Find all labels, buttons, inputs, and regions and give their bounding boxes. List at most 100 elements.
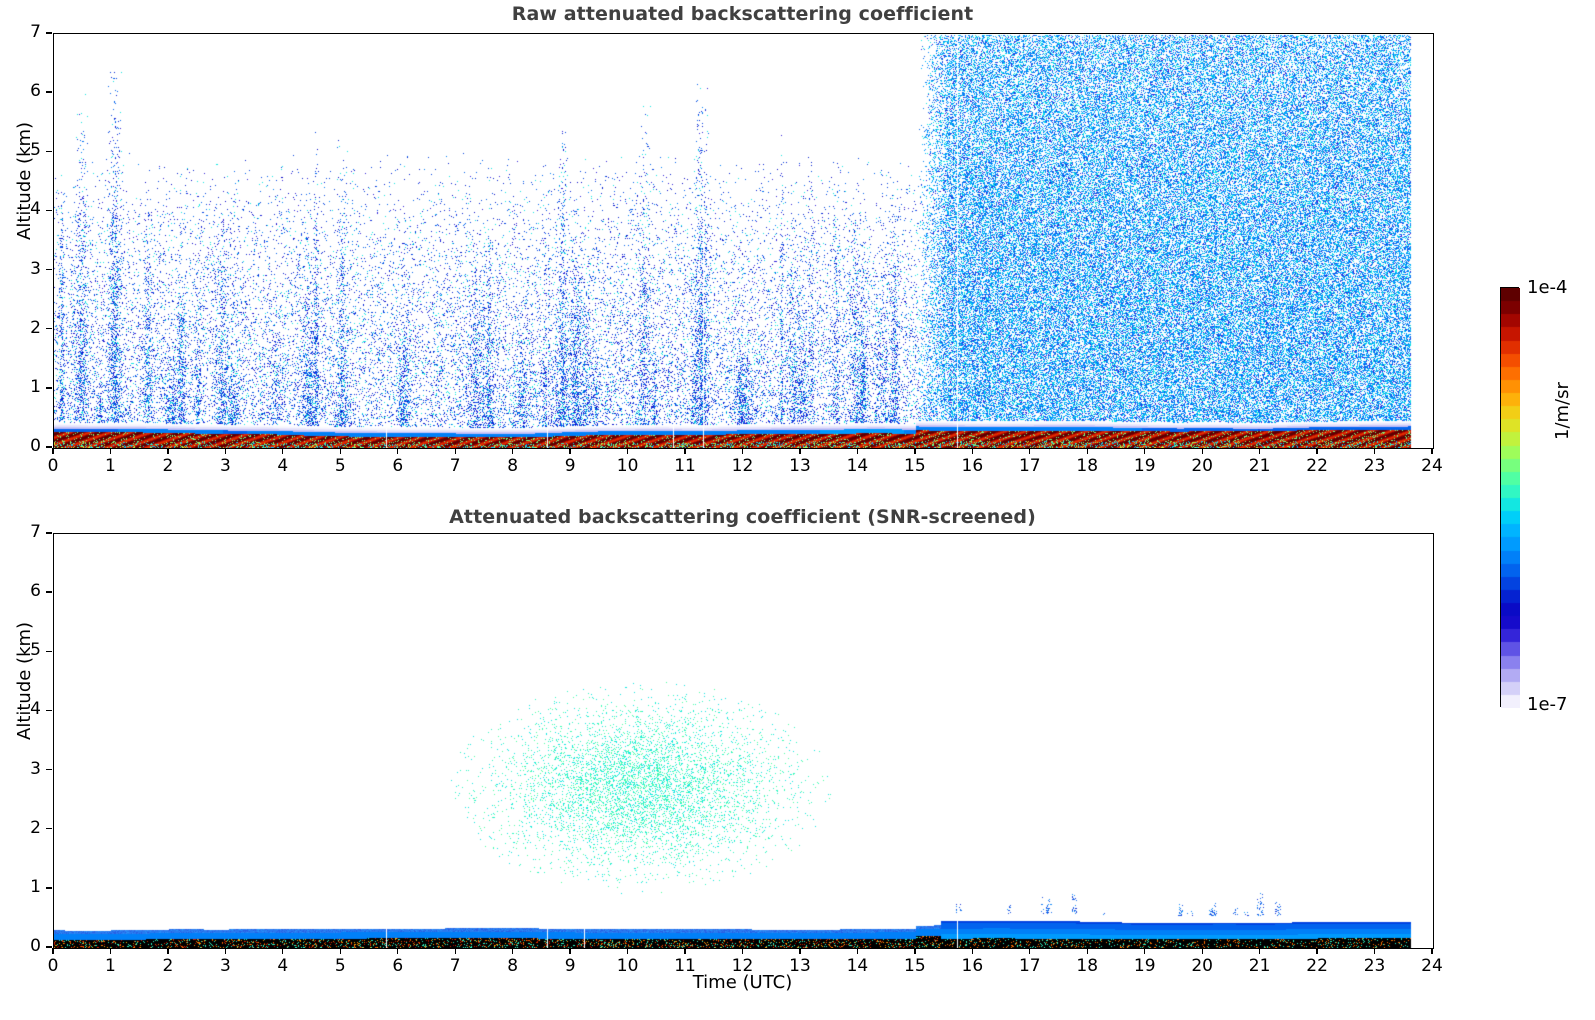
x-tick-screened [339, 948, 341, 954]
x-tick-raw [1431, 448, 1433, 454]
x-tick-label-screened: 4 [277, 956, 289, 976]
y-tick-screened [46, 768, 52, 771]
x-tick-raw [1373, 448, 1376, 454]
y-tick-label-raw: 5 [30, 140, 41, 161]
x-tick-label-raw: 6 [392, 456, 404, 476]
x-tick-screened [914, 948, 916, 954]
x-tick-raw [626, 448, 629, 454]
y-tick-raw [46, 91, 52, 93]
x-tick-label-raw: 17 [1018, 456, 1041, 476]
x-tick-raw [1144, 448, 1146, 454]
colorbar-canvas [1501, 288, 1520, 708]
y-tick-label-raw: 1 [30, 376, 41, 397]
y-tick-label-screened: 3 [30, 758, 41, 779]
x-tick-raw [339, 448, 341, 454]
x-tick-raw [1086, 448, 1088, 454]
x-tick-label-raw: 14 [846, 456, 869, 476]
x-tick-raw [569, 448, 571, 454]
x-tick-label-screened: 18 [1076, 956, 1099, 976]
x-tick-label-raw: 19 [1133, 456, 1156, 476]
y-tick-label-screened: 4 [30, 699, 41, 720]
x-tick-label-raw: 23 [1363, 456, 1386, 476]
x-tick-raw [799, 448, 801, 454]
x-tick-screened [454, 948, 456, 954]
x-tick-raw [224, 448, 227, 454]
y-tick-raw [46, 446, 52, 448]
x-tick-label-screened: 17 [1018, 956, 1041, 976]
colorbar [1500, 287, 1520, 708]
x-tick-label-raw: 16 [961, 456, 984, 476]
y-tick-label-raw: 7 [30, 22, 41, 42]
x-tick-label-raw: 0 [47, 456, 59, 476]
x-tick-label-screened: 3 [219, 956, 231, 976]
x-tick-label-raw: 22 [1306, 456, 1328, 476]
x-tick-screened [569, 948, 571, 954]
x-tick-screened [1029, 948, 1031, 954]
y-tick-label-screened: 0 [30, 936, 41, 956]
x-tick-label-raw: 13 [789, 456, 811, 476]
x-tick-label-screened: 21 [1248, 956, 1271, 976]
x-tick-label-screened: 23 [1363, 956, 1386, 976]
y-tick-screened [46, 532, 52, 534]
y-tick-screened [46, 709, 52, 712]
x-tick-screened [224, 948, 227, 954]
x-tick-label-screened: 15 [904, 956, 926, 976]
y-tick-screened [46, 946, 52, 948]
y-tick-label-screened: 6 [30, 581, 41, 602]
x-tick-label-raw: 7 [449, 456, 461, 476]
y-tick-label-screened: 7 [30, 522, 41, 542]
x-tick-screened [971, 948, 973, 954]
x-tick-screened [167, 948, 169, 954]
y-tick-raw [46, 209, 52, 212]
x-tick-label-raw: 11 [674, 456, 696, 476]
x-tick-screened [512, 948, 514, 954]
x-tick-label-screened: 2 [162, 956, 174, 976]
x-tick-label-screened: 5 [334, 956, 346, 976]
x-tick-raw [1258, 448, 1261, 454]
x-tick-raw [1029, 448, 1031, 454]
x-tick-label-raw: 3 [219, 456, 231, 476]
x-tick-raw [397, 448, 399, 454]
x-tick-label-raw: 10 [616, 456, 639, 476]
x-tick-screened [1316, 948, 1318, 954]
y-tick-label-raw: 2 [30, 317, 41, 338]
x-tick-label-raw: 1 [105, 456, 116, 476]
x-tick-raw [52, 448, 54, 454]
x-tick-screened [282, 948, 284, 954]
y-tick-screened [46, 887, 52, 889]
x-tick-raw [741, 448, 744, 454]
x-tick-label-screened: 12 [731, 956, 754, 976]
x-tick-label-raw: 24 [1421, 456, 1443, 476]
x-tick-screened [1258, 948, 1261, 954]
x-tick-screened [741, 948, 744, 954]
x-tick-label-screened: 14 [846, 956, 869, 976]
y-tick-raw [46, 268, 52, 271]
x-tick-label-screened: 0 [47, 956, 59, 976]
y-tick-screened [46, 591, 52, 593]
y-tick-label-raw: 6 [30, 81, 41, 102]
y-tick-screened [46, 828, 52, 830]
y-tick-label-raw: 0 [30, 436, 41, 456]
x-tick-label-screened: 22 [1306, 956, 1328, 976]
y-tick-label-screened: 2 [30, 817, 41, 838]
x-tick-label-screened: 10 [616, 956, 639, 976]
x-tick-label-raw: 4 [277, 456, 289, 476]
x-tick-label-screened: 8 [507, 956, 519, 976]
colorbar-unit-label: 1/m/sr [1552, 382, 1573, 440]
x-tick-screened [397, 948, 399, 954]
x-tick-raw [512, 448, 514, 454]
x-tick-label-screened: 9 [564, 956, 576, 976]
x-tick-label-screened: 20 [1191, 956, 1213, 976]
x-tick-screened [626, 948, 629, 954]
x-tick-label-screened: 19 [1133, 956, 1156, 976]
y-tick-label-screened: 1 [30, 876, 41, 897]
x-tick-raw [454, 448, 456, 454]
panel-title-raw: Raw attenuated backscattering coefficien… [511, 3, 974, 25]
plot-area-raw [53, 33, 1434, 449]
y-tick-screened [46, 650, 52, 652]
x-tick-label-raw: 12 [731, 456, 754, 476]
x-tick-label-screened: 7 [449, 956, 461, 976]
x-tick-screened [1431, 948, 1433, 954]
x-tick-label-raw: 18 [1076, 456, 1099, 476]
